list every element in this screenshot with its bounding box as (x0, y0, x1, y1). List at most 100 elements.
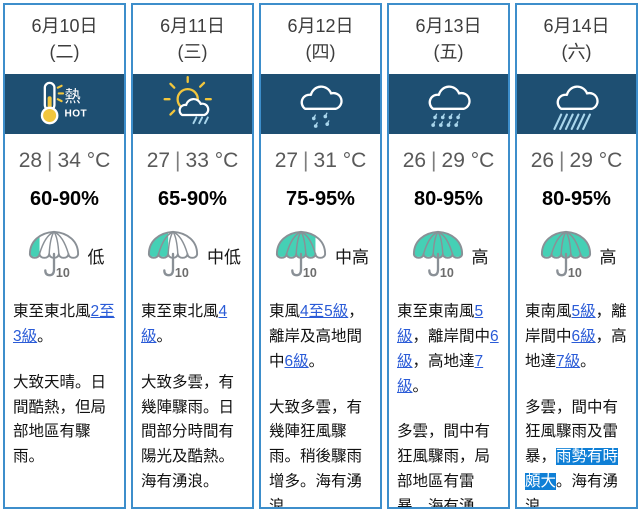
temp-unit: °C (470, 149, 495, 173)
psr-number-label: 10 (55, 266, 69, 280)
psr-umbrella-slot: 10 (272, 226, 330, 285)
humidity-range: 75-95% (286, 188, 355, 211)
raindrop-icon (323, 112, 328, 119)
sun-rays-icon (163, 76, 212, 116)
temp-high: 29 (569, 149, 593, 173)
rain-probability: 10 低 (5, 226, 124, 285)
psr-umbrella-slot: 10 (409, 226, 467, 285)
date-line1: 6月14日 (543, 16, 610, 36)
wind-text-segment: ，離岸間中 (412, 327, 491, 345)
wind-text: 東至東南風5級，離岸間中6級，高地達7級。 (389, 300, 508, 399)
wind-force-link[interactable]: 7級 (397, 352, 484, 395)
raindrop-icon (454, 121, 459, 128)
hot-label-en: HOT (65, 109, 88, 120)
wind-force-link[interactable]: 6級 (397, 327, 499, 370)
wind-force-link[interactable]: 4至5級 (300, 303, 349, 321)
forecast-text: 多雲，間中有狂風驟雨，局部地區有雷暴。海有湧浪。 (389, 420, 508, 509)
forecast-day-card: 6月13日 (五) 26 | 29 °C 80-95% (387, 3, 510, 509)
forecast-text: 大致多雲，有幾陣驟雨。日間部分時間有陽光及酷熱。海有湧浪。 (133, 371, 252, 503)
wind-text-segment: 。 (308, 352, 325, 370)
psr-umbrella-icon: 10 (147, 231, 199, 280)
wind-force-link[interactable]: 6級 (284, 352, 309, 370)
temp-unit: °C (214, 149, 239, 173)
weather-icon-band: 熱 HOT (5, 74, 124, 135)
wind-force-link[interactable]: 5級 (397, 303, 484, 345)
wind-force-link[interactable]: 7級 (556, 352, 581, 370)
rain-probability: 10 中低 (133, 226, 252, 285)
forecast-text-segment: 大致天晴。日間酷熱，但局部地區有驟雨。 (13, 373, 107, 466)
psr-umbrella-icon: 10 (412, 231, 463, 280)
temp-high: 29 (441, 149, 465, 173)
wind-text: 東風4至5級，離岸及高地間中6級。 (261, 300, 380, 374)
date-line2: (二) (49, 42, 80, 63)
date-line2: (三) (177, 42, 208, 63)
date-header: 6月10日 (二) (5, 5, 124, 74)
wind-text-segment: 。 (580, 352, 596, 370)
forecast-day-card: 6月14日 (六) 26 | 29 °C 80-95% 10 高 東南風5級，離岸間… (515, 3, 638, 509)
weather-icon-band (261, 74, 380, 135)
wind-force-link[interactable]: 2至3級 (13, 303, 115, 345)
temp-unit: °C (598, 149, 623, 173)
date-header: 6月11日 (三) (133, 5, 252, 74)
forecast-text-segment: 。海有湧浪。 (525, 472, 619, 509)
heavy-rain-icon (553, 85, 599, 131)
raindrop-icon (431, 121, 436, 128)
date-line1: 6月10日 (31, 16, 98, 36)
wind-text-segment: 東南風 (525, 303, 572, 321)
wind-text: 東南風5級，離岸間中6級，高地達7級。 (517, 300, 636, 374)
date-header: 6月14日 (六) (517, 5, 636, 74)
date-line2: (四) (305, 42, 336, 63)
wind-force-link[interactable]: 5級 (571, 303, 596, 321)
psr-number-label: 10 (303, 266, 317, 280)
weather-icon-band (389, 74, 508, 135)
raindrop-icon (440, 113, 445, 120)
wind-text: 東至東北風2至3級。 (5, 300, 124, 350)
wind-text-segment: 。 (412, 377, 429, 395)
temp-low: 27 (146, 149, 171, 173)
forecast-text-segment: 多雲，間中有狂風驟雨，局部地區有雷暴。海有湧浪。 (397, 423, 491, 509)
raindrop-icon (446, 121, 451, 128)
temp-low: 26 (530, 149, 555, 173)
temp-low: 28 (18, 149, 43, 173)
wind-force-link[interactable]: 6級 (571, 327, 596, 345)
rain-probability-label: 低 (87, 248, 105, 268)
temperature-range: 28 | 34 °C (5, 149, 124, 173)
date-line1: 6月12日 (287, 16, 354, 36)
rain-probability-label: 高 (471, 248, 489, 268)
heavy-rain-streaks-icon (553, 113, 591, 131)
raindrop-icon (438, 121, 444, 128)
wind-text-segment: 。 (156, 327, 173, 345)
wind-text-segment: ，高地達 (412, 352, 475, 370)
raindrop-icon (433, 113, 438, 120)
wind-text-segment: ，高地達 (525, 327, 627, 370)
date-line2: (六) (561, 42, 592, 63)
forecast-day-card: 6月11日 (三) 27 | 33 °C 65-90% 10 中低 東至東北風4級。 (131, 3, 254, 509)
rain-probability: 10 高 (389, 226, 508, 285)
wind-text-segment: 東至東北風 (141, 303, 219, 321)
forecast-day-card: 6月12日 (四) 27 | 31 °C 75-95% 10 中高 東風4至5級，離… (259, 3, 382, 509)
temp-unit: °C (342, 149, 367, 173)
temperature-range: 26 | 29 °C (517, 149, 636, 173)
raindrop-icon (456, 113, 461, 120)
psr-number-label: 10 (439, 266, 453, 280)
psr-umbrella-icon: 10 (28, 231, 79, 280)
psr-umbrella-slot: 10 (144, 226, 202, 285)
hot-icon: 熱 HOT (40, 81, 88, 125)
temperature-range: 26 | 29 °C (389, 149, 508, 173)
raindrop-icon (448, 113, 453, 120)
temp-unit: °C (86, 149, 111, 173)
rain-streaks-icon (192, 116, 209, 125)
sun-shower-icon (163, 76, 212, 125)
date-header: 6月12日 (四) (261, 5, 380, 74)
forecast-text: 大致天晴。日間酷熱，但局部地區有驟雨。 (5, 371, 124, 478)
psr-umbrella-slot: 10 (25, 226, 83, 285)
forecast-text: 大致多雲，有幾陣狂風驟雨。稍後驟雨增多。海有湧浪。 (261, 396, 380, 507)
temp-high: 34 (57, 149, 81, 173)
wind-text-segment: 東至東北風 (13, 303, 91, 321)
date-line2: (五) (433, 42, 464, 63)
psr-number-label: 10 (567, 266, 581, 280)
psr-umbrella-slot: 10 (537, 226, 595, 285)
weather-icon-band (133, 74, 252, 135)
wind-force-link[interactable]: 4級 (141, 303, 228, 345)
